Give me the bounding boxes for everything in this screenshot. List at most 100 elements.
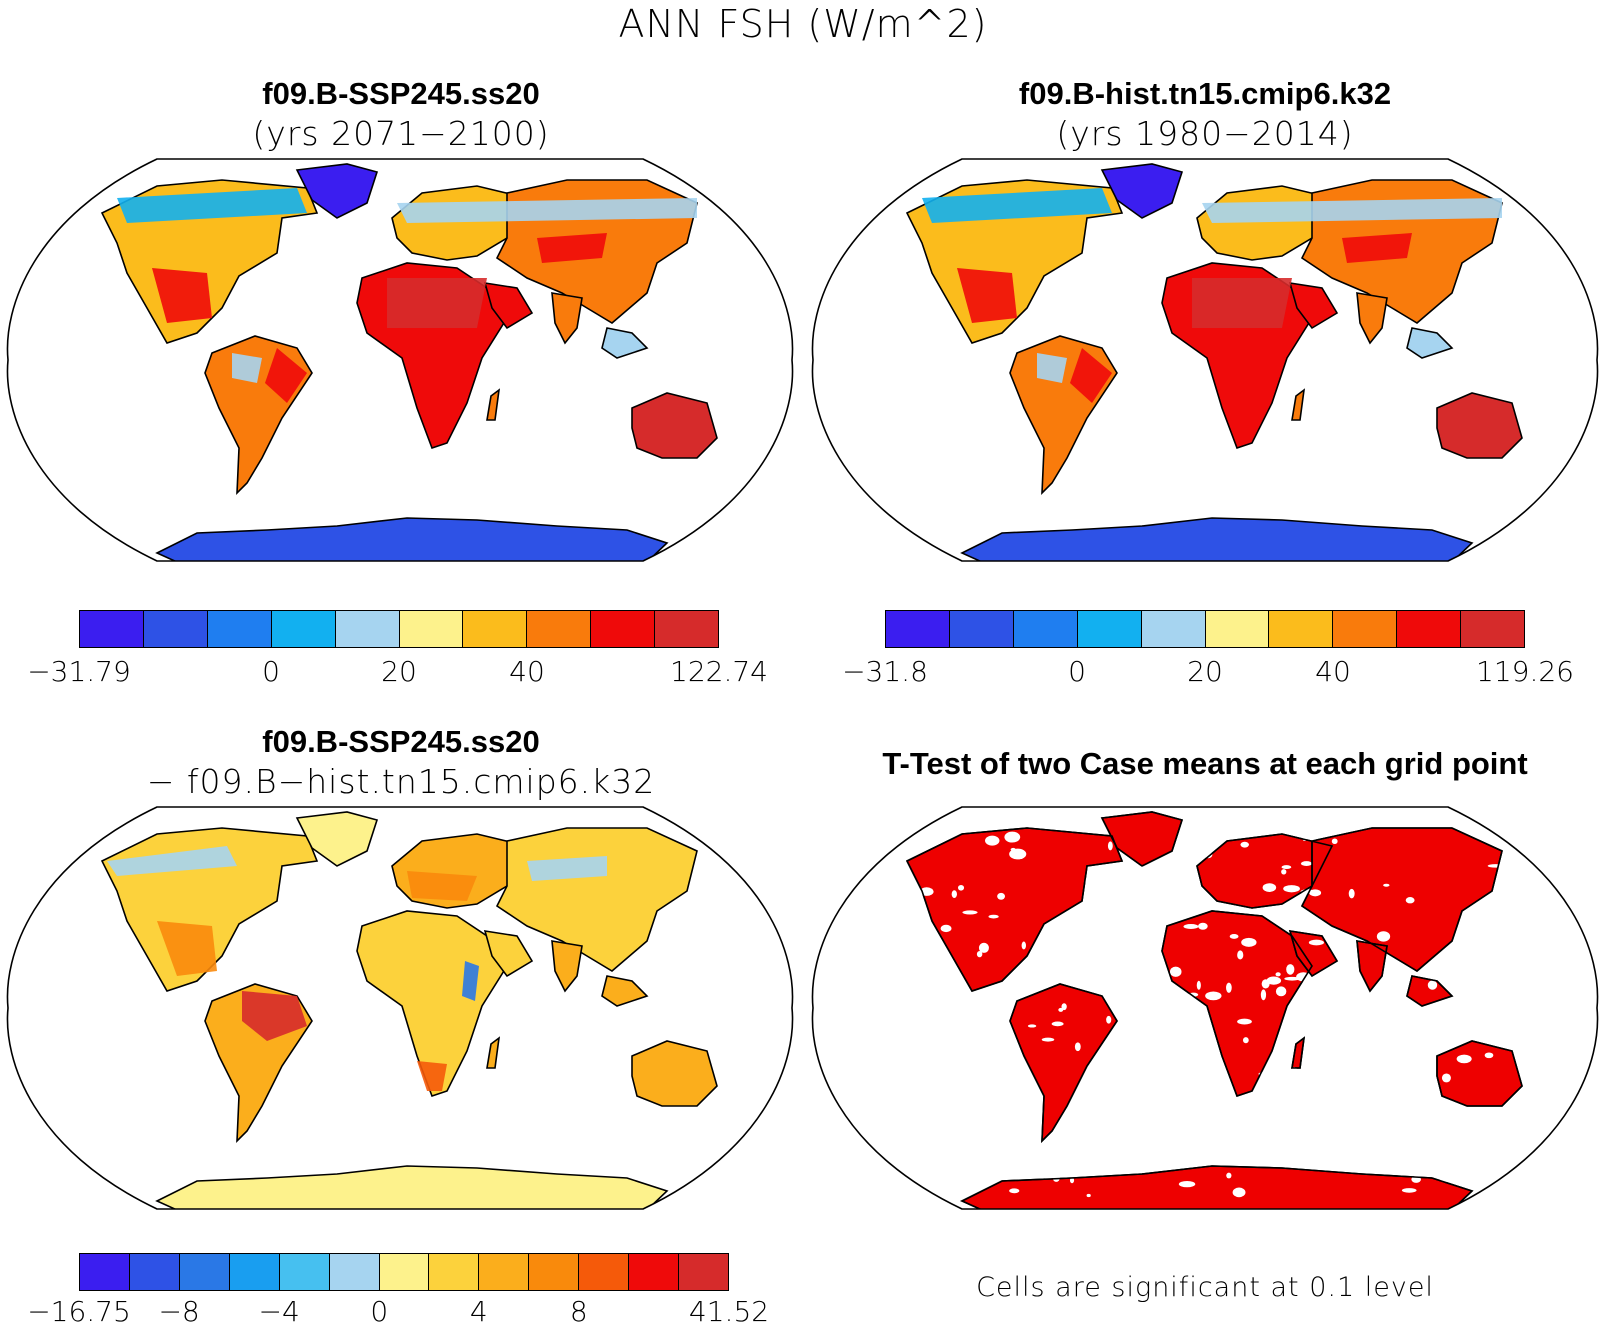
non-significant-cell <box>1107 841 1113 851</box>
non-significant-cell <box>1229 934 1239 939</box>
panel1-map <box>6 158 794 562</box>
field-patch <box>397 198 697 223</box>
coastline <box>1161 910 1313 1098</box>
non-significant-cell <box>1034 973 1048 983</box>
panel1-title: f09.B-SSP245.ss20 <box>262 76 540 111</box>
non-significant-cell <box>1134 866 1146 872</box>
landmass-greenland <box>295 163 379 219</box>
non-significant-cell <box>940 924 952 933</box>
non-significant-cell <box>1066 1106 1083 1118</box>
non-significant-cell <box>1170 1134 1181 1142</box>
non-significant-cell <box>1162 1072 1181 1083</box>
landmass-antarctica <box>155 1165 669 1209</box>
field-patch <box>527 856 607 881</box>
colorbar-cell <box>1269 611 1334 647</box>
colorbar-cell <box>949 611 1014 647</box>
non-significant-cell <box>1275 986 1287 997</box>
non-significant-cell <box>966 997 982 1002</box>
landmass-australia <box>631 392 718 459</box>
non-significant-cell <box>1494 1188 1503 1192</box>
panel1-subtitle: (yrs 2071−2100) <box>252 114 550 153</box>
non-significant-cell <box>1226 1172 1232 1179</box>
colorbar-tick-label: −8 <box>158 1295 200 1328</box>
non-significant-cell <box>986 1091 999 1102</box>
colorbar-cell <box>1013 611 1078 647</box>
non-significant-cell <box>1203 1035 1210 1041</box>
field-patch <box>462 961 479 1001</box>
panel4-footnote: Cells are significant at 0.1 level <box>976 1272 1434 1303</box>
non-significant-cell <box>1390 982 1397 987</box>
non-significant-cell <box>1178 1180 1196 1188</box>
non-significant-cell <box>1116 1059 1122 1067</box>
panel2-subtitle: (yrs 1980−2014) <box>1056 114 1354 153</box>
non-significant-cell <box>978 942 989 953</box>
non-significant-cell <box>978 1118 996 1125</box>
non-significant-cell <box>1376 1081 1384 1090</box>
non-significant-cell <box>1266 976 1282 985</box>
field-patch <box>232 353 262 383</box>
panel2-map <box>811 158 1599 562</box>
non-significant-cell <box>1008 1118 1021 1127</box>
non-significant-cell <box>1300 861 1312 867</box>
field-patch <box>417 1061 447 1091</box>
colorbar-tick-label: −4 <box>258 1295 300 1328</box>
panel2-title: f09.B-hist.tn15.cmip6.k32 <box>1018 76 1392 111</box>
non-significant-cell <box>1232 1187 1246 1198</box>
landmass-arabia <box>483 930 534 978</box>
colorbar-cell <box>463 611 528 647</box>
non-significant-cell <box>1204 851 1213 859</box>
non-significant-cell <box>1021 941 1027 950</box>
field-patch <box>1192 278 1292 328</box>
non-significant-cell <box>1084 970 1102 980</box>
panel4-title: T-Test of two Case means at each grid po… <box>882 746 1528 781</box>
field-patch <box>242 991 307 1041</box>
non-significant-cell <box>1203 1083 1219 1095</box>
landmass-greenland <box>295 811 379 867</box>
non-significant-cell <box>1348 888 1355 899</box>
non-significant-cell <box>1167 859 1185 867</box>
colorbar-tick-label: 0 <box>1068 655 1086 688</box>
non-significant-cell <box>1175 1029 1180 1039</box>
non-significant-cell <box>1376 931 1391 942</box>
colorbar-tick-label: 41.52 <box>688 1295 770 1328</box>
map-border <box>6 158 794 562</box>
panel1-colorbar <box>79 610 719 648</box>
non-significant-cell <box>1260 989 1267 1001</box>
field-patch <box>117 188 307 223</box>
colorbar-tick-label: 20 <box>381 655 417 688</box>
non-significant-cell <box>1004 831 1021 843</box>
non-significant-cell <box>1237 950 1244 960</box>
non-significant-cell <box>1074 1042 1081 1052</box>
non-significant-cell <box>1156 1031 1171 1037</box>
non-significant-cell <box>1456 1054 1472 1064</box>
non-significant-cell <box>906 1009 918 1013</box>
landmass-seasia <box>601 975 649 1007</box>
non-significant-cell <box>1142 1146 1158 1156</box>
panel4-map <box>811 806 1599 1210</box>
colorbar-cell <box>207 611 272 647</box>
non-significant-cell <box>1196 980 1201 990</box>
coastline <box>1291 1036 1306 1069</box>
landmass-greenland <box>1100 163 1184 219</box>
non-significant-cell <box>1063 919 1078 924</box>
landmass-australia <box>1436 392 1523 459</box>
non-significant-cell <box>1480 949 1491 957</box>
non-significant-cell <box>1051 1021 1064 1027</box>
landmass-madagascar <box>1291 388 1306 421</box>
non-significant-cell <box>1240 841 1249 848</box>
colorbar-cell <box>1141 611 1206 647</box>
non-significant-cell <box>1009 1188 1020 1194</box>
non-significant-cell <box>1058 1007 1064 1012</box>
non-significant-cell <box>1208 1104 1222 1114</box>
landmass-india <box>551 292 583 345</box>
non-significant-cell <box>1073 960 1082 966</box>
non-significant-cell <box>1290 1067 1298 1077</box>
coastline <box>1436 1040 1523 1107</box>
non-significant-cell <box>1281 865 1292 870</box>
non-significant-cell <box>1041 1037 1055 1042</box>
landmass-seasia <box>1406 975 1454 1007</box>
non-significant-cell <box>1150 914 1160 918</box>
colorbar-tick-label: −31.79 <box>27 655 131 688</box>
landmass-asia <box>495 827 698 972</box>
colorbar-cell <box>335 611 400 647</box>
